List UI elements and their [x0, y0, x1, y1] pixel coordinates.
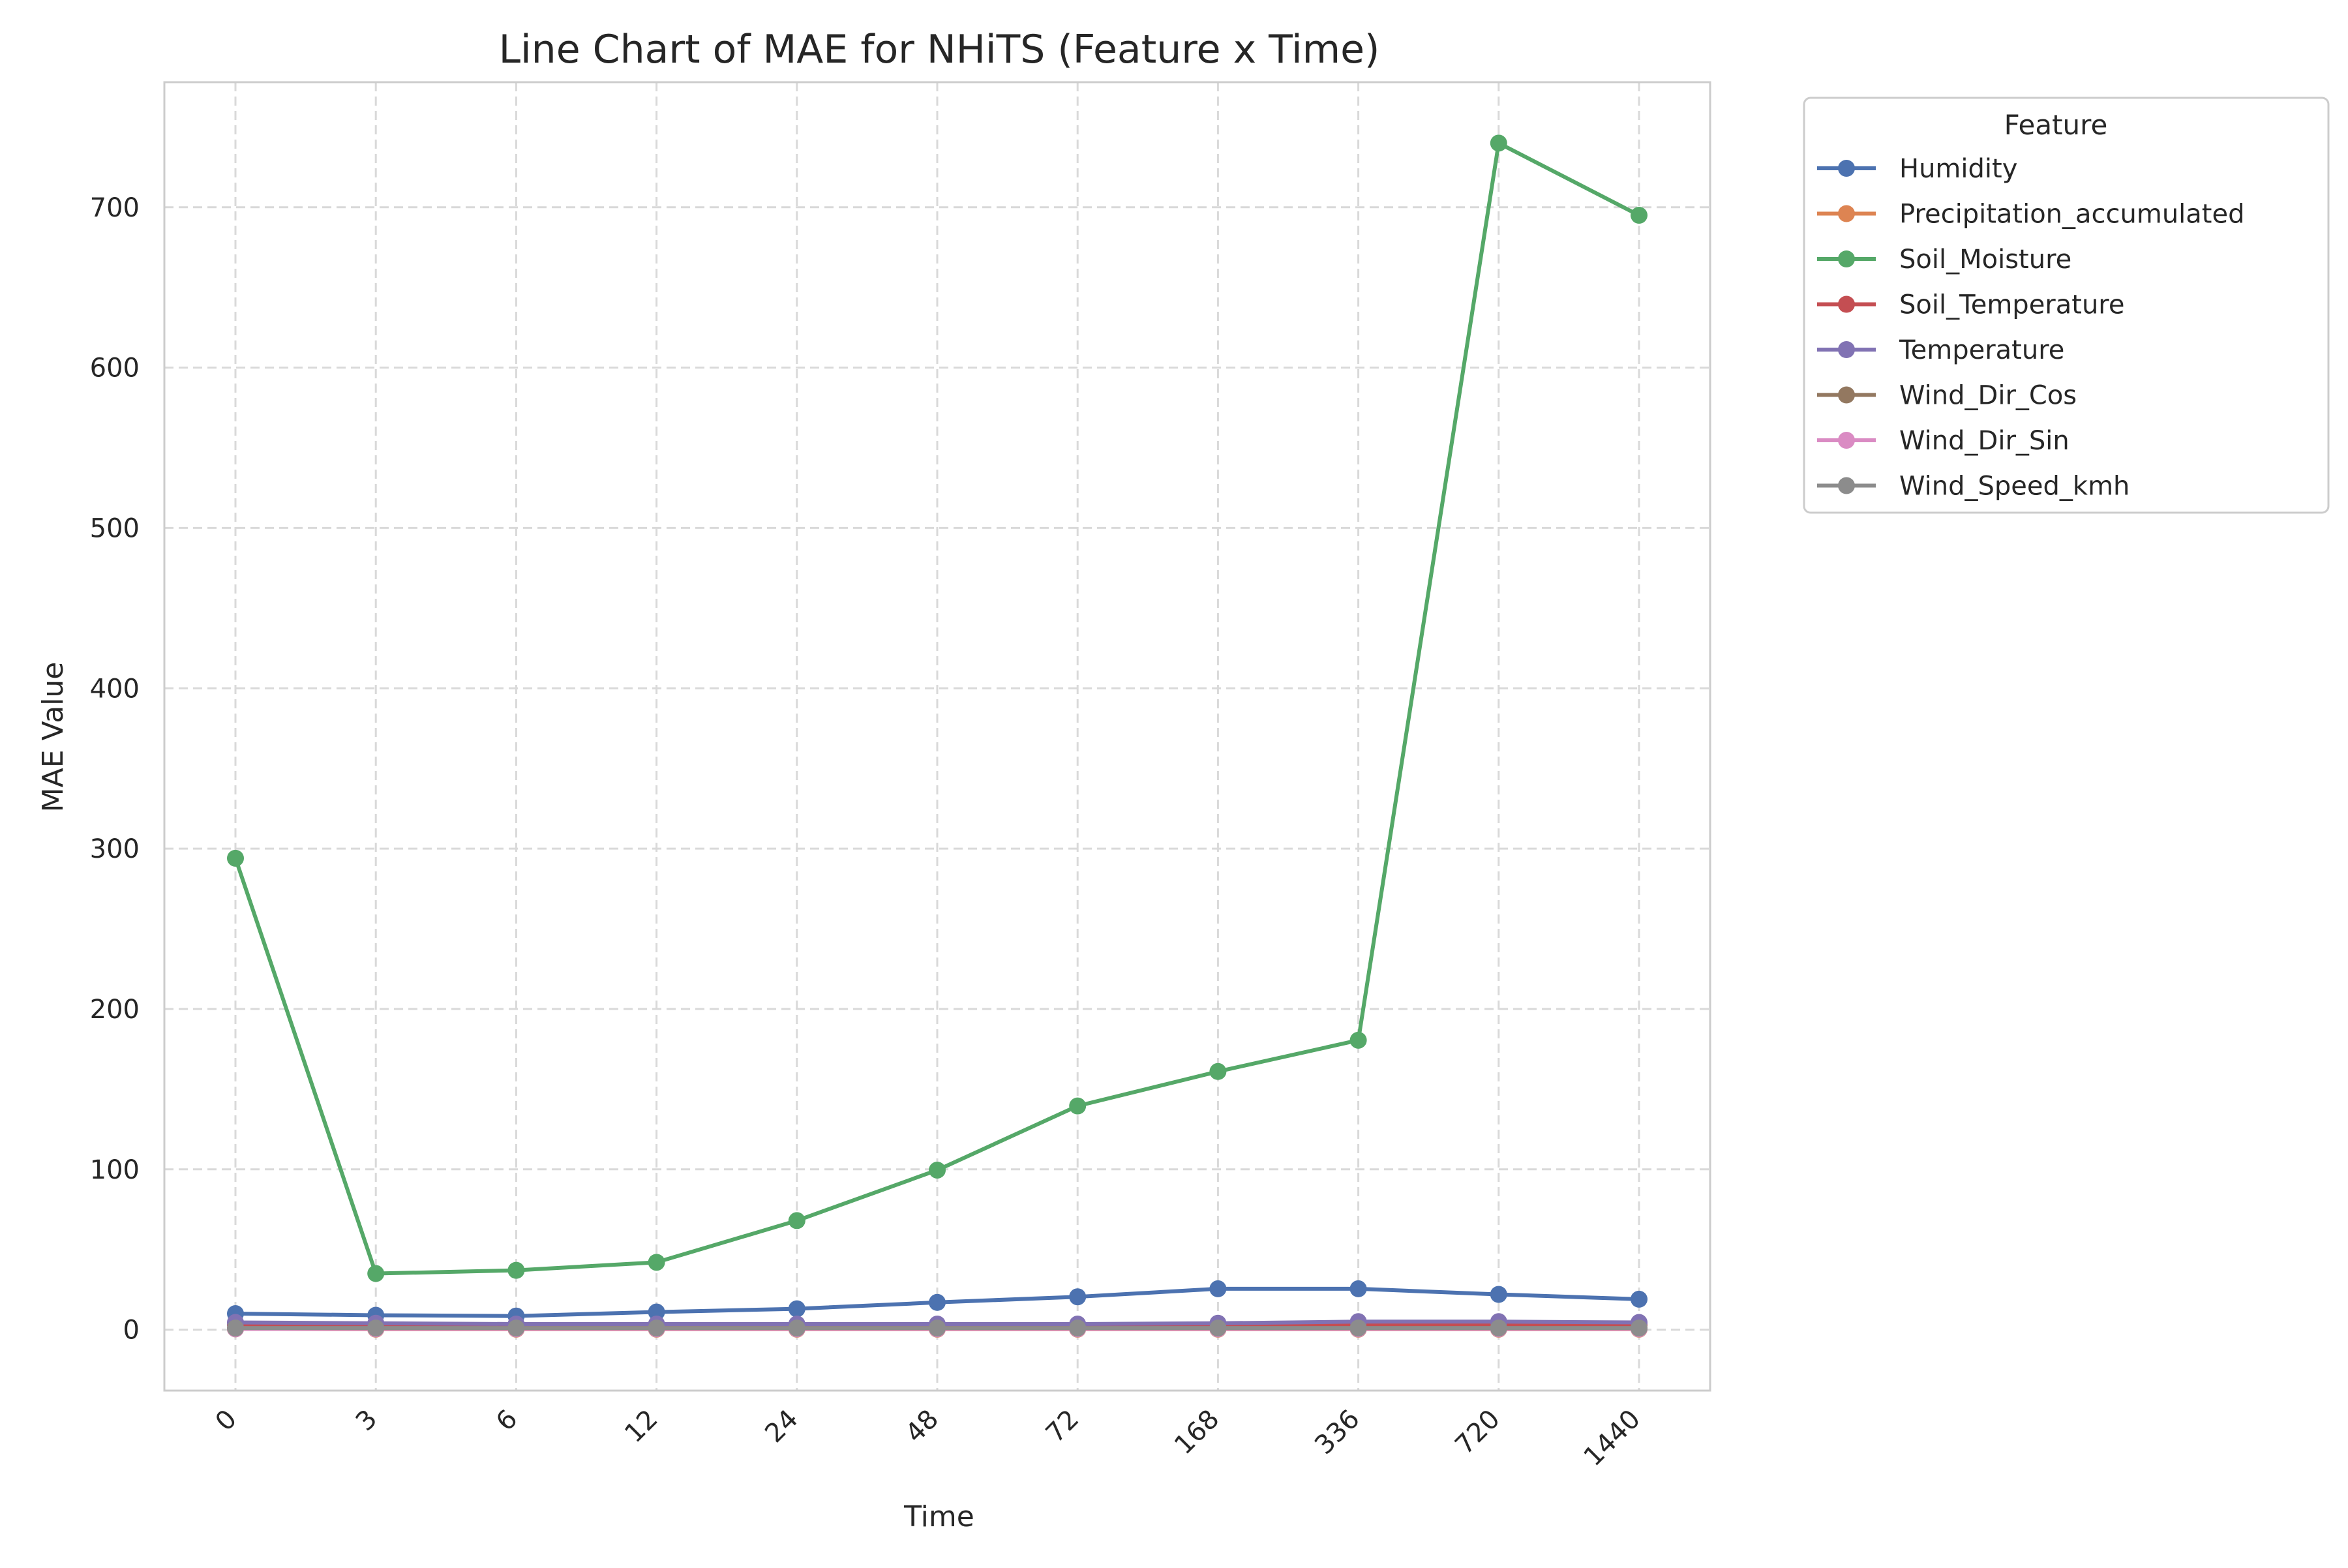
legend-label: Humidity — [1899, 154, 2017, 184]
data-point — [1069, 1098, 1086, 1115]
y-tick-label: 300 — [90, 834, 140, 864]
y-tick-label: 500 — [90, 513, 140, 543]
legend-marker — [1838, 205, 1855, 222]
legend-marker — [1838, 296, 1855, 313]
y-axis-label: MAE Value — [37, 662, 70, 813]
y-tick-label: 0 — [123, 1316, 140, 1346]
legend-marker — [1838, 160, 1855, 177]
data-point — [1631, 207, 1648, 224]
x-axis-label: Time — [903, 1500, 974, 1533]
legend-label: Soil_Moisture — [1899, 245, 2071, 275]
y-tick-label: 400 — [90, 674, 140, 704]
legend-marker — [1838, 477, 1855, 494]
legend-marker — [1838, 432, 1855, 449]
data-point — [1490, 134, 1507, 151]
data-point — [367, 1265, 384, 1282]
data-point — [367, 1319, 384, 1336]
chart-title: Line Chart of MAE for NHiTS (Feature x T… — [499, 27, 1380, 72]
data-point — [1350, 1280, 1367, 1297]
data-point — [1209, 1063, 1226, 1080]
data-point — [507, 1319, 524, 1336]
legend-label: Soil_Temperature — [1899, 290, 2124, 320]
legend-label: Temperature — [1899, 335, 2064, 365]
data-point — [227, 850, 244, 867]
data-point — [1350, 1032, 1367, 1049]
data-point — [789, 1301, 805, 1318]
legend-marker — [1838, 250, 1855, 267]
data-point — [1209, 1319, 1226, 1336]
y-tick-label: 700 — [90, 193, 140, 223]
data-point — [1631, 1319, 1648, 1336]
data-point — [929, 1319, 946, 1336]
data-point — [1069, 1319, 1086, 1336]
legend-marker — [1838, 387, 1855, 404]
data-point — [1069, 1288, 1086, 1305]
legend-marker — [1838, 341, 1855, 358]
data-point — [929, 1294, 946, 1311]
y-tick-label: 600 — [90, 354, 140, 384]
data-point — [507, 1262, 524, 1279]
data-point — [789, 1319, 805, 1336]
data-point — [648, 1254, 665, 1271]
data-point — [1350, 1319, 1367, 1336]
data-point — [227, 1319, 244, 1336]
y-tick-label: 100 — [90, 1155, 140, 1185]
data-point — [1490, 1286, 1507, 1303]
legend-label: Wind_Speed_kmh — [1899, 472, 2130, 502]
data-point — [1490, 1319, 1507, 1336]
legend-title: Feature — [2004, 109, 2108, 141]
legend-label: Precipitation_accumulated — [1899, 200, 2245, 230]
data-point — [789, 1212, 805, 1229]
data-point — [648, 1319, 665, 1336]
legend: Feature Humidity Precipitation_accumulate… — [1804, 98, 2328, 513]
data-point — [1209, 1280, 1226, 1297]
legend-label: Wind_Dir_Cos — [1899, 381, 2077, 411]
legend-label: Wind_Dir_Sin — [1899, 426, 2070, 456]
data-point — [1631, 1291, 1648, 1308]
y-tick-label: 200 — [90, 995, 140, 1025]
data-point — [929, 1162, 946, 1179]
